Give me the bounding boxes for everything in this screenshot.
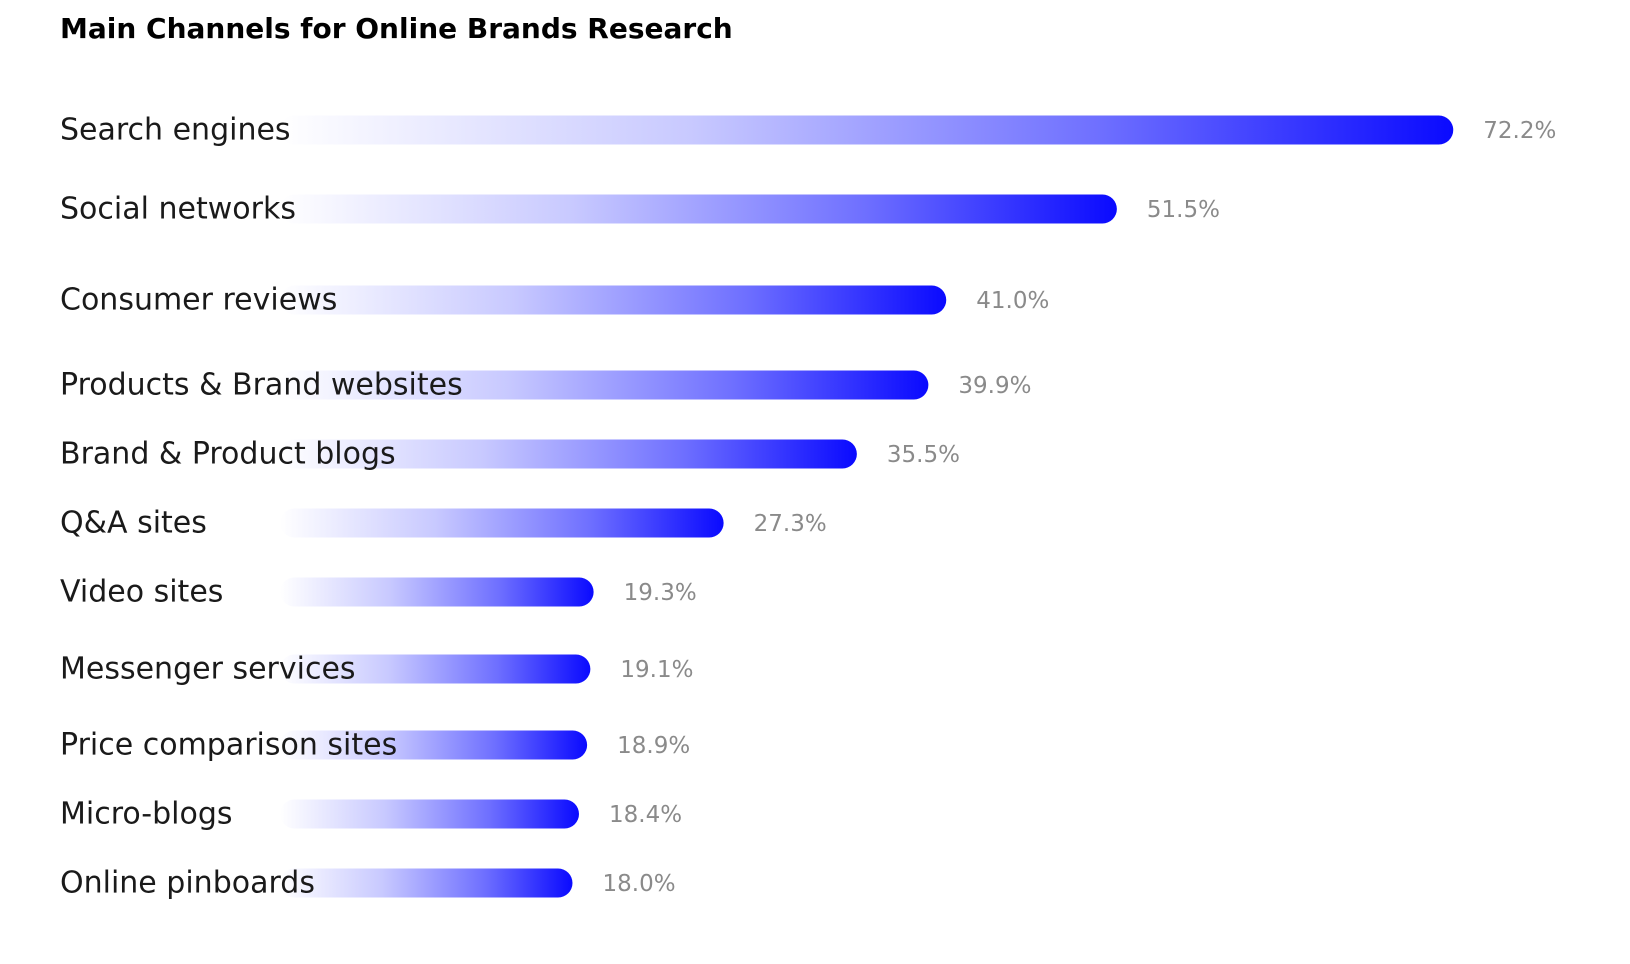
value-label-products-and-brand-websites: 39.9% [958,373,1031,399]
category-label-video-sites: Video sites [60,575,223,610]
labels-layer: Search engines 72.2% Social networks 51.5% C… [60,113,1556,901]
value-label-online-pinboards: 18.0% [603,871,676,897]
chart-title: Main Channels for Online Brands Research [60,12,733,45]
category-label-qanda-sites: Q&A sites [60,506,207,541]
value-label-messenger-services: 19.1% [620,657,693,683]
bar-search-engines [280,115,1454,145]
category-label-micro-blogs: Micro-blogs [60,797,233,832]
bar-consumer-reviews [280,285,947,315]
value-label-micro-blogs: 18.4% [609,802,682,828]
category-label-messenger-services: Messenger services [60,652,356,687]
value-label-consumer-reviews: 41.0% [976,288,1049,314]
bar-social-networks [280,194,1117,224]
value-label-search-engines: 72.2% [1483,118,1556,144]
bar-online-pinboards [280,868,573,898]
category-label-consumer-reviews: Consumer reviews [60,283,337,318]
value-label-qanda-sites: 27.3% [754,511,827,537]
bar-products-and-brand-websites [280,370,929,400]
bar-brand-and-product-blogs [280,439,857,469]
bar-micro-blogs [280,799,579,829]
category-label-online-pinboards: Online pinboards [60,866,315,901]
bar-messenger-services [280,654,591,684]
value-label-brand-and-product-blogs: 35.5% [887,442,960,468]
category-label-search-engines: Search engines [60,113,291,148]
value-label-social-networks: 51.5% [1147,197,1220,223]
bars-layer [280,115,1454,898]
category-label-products-and-brand-websites: Products & Brand websites [60,368,463,403]
category-label-brand-and-product-blogs: Brand & Product blogs [60,437,396,472]
value-label-video-sites: 19.3% [624,580,697,606]
value-label-price-comparison-sites: 18.9% [617,733,690,759]
category-label-price-comparison-sites: Price comparison sites [60,728,397,763]
bar-qanda-sites [280,508,724,538]
category-label-social-networks: Social networks [60,192,296,227]
bar-price-comparison-sites [280,730,588,760]
bar-video-sites [280,577,594,607]
